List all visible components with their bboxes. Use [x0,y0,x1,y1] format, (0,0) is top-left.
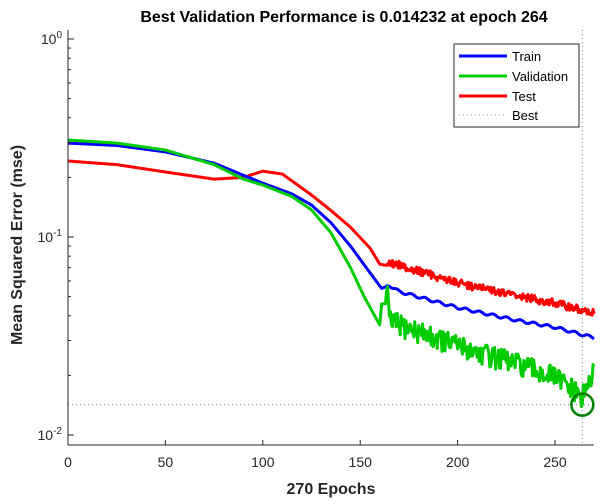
x-tick-label: 200 [446,454,470,470]
series-line-validation [67,138,596,408]
legend-label-test: Test [512,89,536,104]
y-tick-label: 100 [41,30,63,47]
x-tick-label: 250 [543,454,567,470]
x-tick-label: 50 [158,454,174,470]
plot-area [67,30,596,445]
y-axis-label: Mean Squared Error (mse) [9,145,26,345]
legend-label-validation: Validation [512,69,568,84]
legend: Train Validation Test Best [453,43,580,128]
x-tick-label: 150 [349,454,373,470]
y-ticks: 100 10-1 10-2 [38,30,74,443]
chart-title: Best Validation Performance is 0.014232 … [140,9,547,26]
series-line-test [67,159,596,317]
x-ticks: 0 50 100 150 200 250 [64,440,567,470]
legend-box [453,43,580,128]
x-tick-label: 100 [251,454,275,470]
y-tick-label: 10-1 [38,228,63,245]
legend-label-best: Best [512,108,538,123]
legend-label-train: Train [512,49,541,64]
x-axis-label: 270 Epochs [287,481,376,498]
y-tick-label: 10-2 [38,426,63,443]
series-line-train [67,141,595,341]
x-tick-label: 0 [64,454,72,470]
best-marker-circle [570,392,595,417]
